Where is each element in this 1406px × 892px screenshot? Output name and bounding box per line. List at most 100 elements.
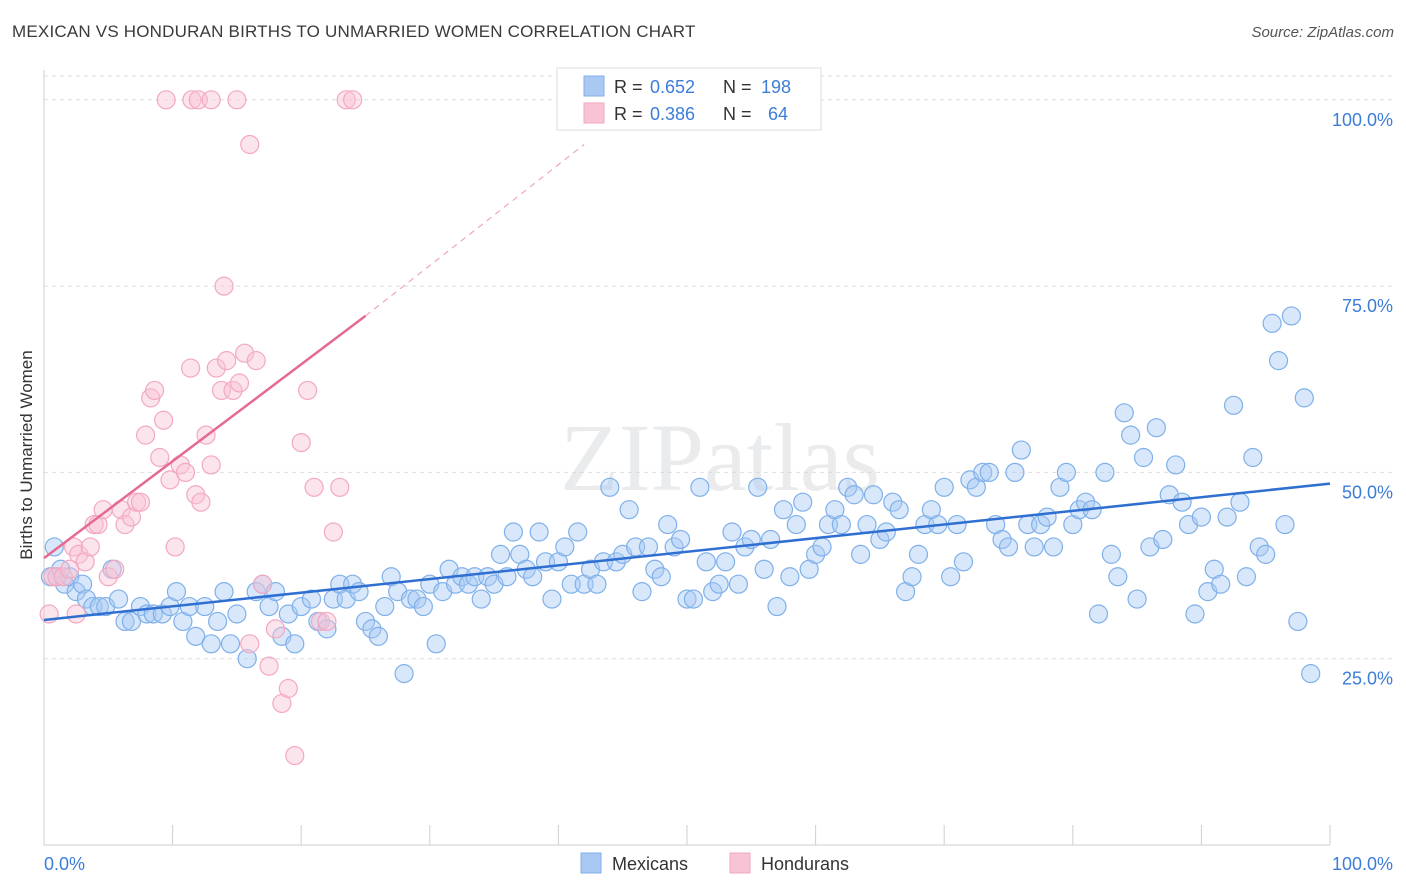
point-mexicans (523, 567, 543, 587)
point-hondurans (223, 380, 243, 401)
point-mexicans (503, 522, 523, 542)
point-mexicans (362, 619, 382, 639)
legend-swatch-hondurans (583, 102, 605, 124)
point-mexicans (542, 589, 562, 609)
point-mexicans (844, 485, 864, 505)
point-mexicans (1217, 507, 1237, 527)
point-mexicans (619, 500, 639, 520)
point-mexicans (220, 634, 241, 654)
point-hondurans (343, 90, 363, 110)
point-hondurans (253, 574, 273, 594)
point-hondurans (240, 134, 260, 155)
legend-r-label-2: R = (614, 104, 643, 124)
point-mexicans (1127, 589, 1147, 609)
point-hondurans (246, 351, 266, 371)
point-hondurans (80, 537, 100, 557)
point-hondurans (217, 351, 237, 371)
x-tick-label-min: 0.0% (44, 854, 85, 874)
y-tick-label: 50.0% (1342, 482, 1393, 502)
point-mexicans (638, 537, 659, 557)
point-mexicans (285, 634, 305, 654)
point-mexicans (208, 611, 228, 632)
point-mexicans (1101, 544, 1121, 564)
point-mexicans (1236, 567, 1257, 587)
point-mexicans (908, 544, 929, 564)
point-mexicans (812, 537, 832, 557)
point-mexicans (407, 589, 427, 609)
point-mexicans (1191, 507, 1212, 527)
point-mexicans (108, 589, 129, 609)
trend-lines (43, 144, 1331, 622)
point-mexicans (1146, 418, 1166, 438)
point-mexicans (1005, 462, 1025, 483)
point-mexicans (1172, 492, 1192, 512)
legend-r-value-1: 0.652 (650, 77, 695, 97)
x-tick-label-max: 100.0% (1332, 854, 1393, 874)
point-hondurans (121, 507, 142, 527)
point-hondurans (240, 634, 260, 654)
watermark: ZIPatlas (560, 404, 880, 511)
point-mexicans (394, 664, 414, 684)
point-mexicans (195, 596, 215, 617)
point-hondurans (135, 425, 156, 445)
point-mexicans (1043, 537, 1064, 557)
bottom-legend-hondurans: Hondurans (761, 854, 849, 874)
point-hondurans (130, 492, 151, 512)
y-axis-label: Births to Unmarried Women (17, 350, 36, 559)
point-mexicans (863, 485, 884, 505)
point-mexicans (1121, 425, 1141, 445)
point-hondurans (60, 559, 80, 579)
point-mexicans (793, 492, 813, 512)
point-mexicans (555, 537, 575, 557)
point-mexicans (1133, 447, 1154, 468)
point-hondurans (156, 90, 176, 110)
point-mexicans (568, 522, 588, 542)
legend-r-value-2: 0.386 (650, 104, 695, 124)
point-hondurans (310, 611, 331, 632)
point-mexicans (1166, 455, 1186, 475)
point-hondurans (160, 470, 180, 490)
point-hondurans (175, 462, 196, 483)
tick-labels: 25.0% 50.0% 75.0% 100.0% 0.0% 100.0% (44, 110, 1393, 874)
point-hondurans (182, 90, 202, 110)
point-mexicans (152, 604, 172, 624)
point-mexicans (214, 582, 234, 602)
point-mexicans (1011, 440, 1031, 460)
point-hondurans (201, 90, 221, 110)
series-mexicans (40, 306, 1321, 684)
point-mexicans (587, 574, 607, 594)
bottom-legend-swatch-hondurans (729, 852, 751, 874)
point-hondurans (115, 514, 135, 535)
point-mexicans (1088, 604, 1109, 624)
point-hondurans (214, 276, 234, 296)
point-mexicans (838, 477, 858, 497)
point-mexicans (1249, 537, 1269, 557)
point-mexicans (645, 559, 665, 579)
point-mexicans (529, 522, 549, 542)
legend-n-label-2: N = (723, 104, 752, 124)
point-hondurans (298, 380, 318, 401)
point-mexicans (166, 582, 187, 602)
y-tick-label: 100.0% (1332, 110, 1393, 130)
point-hondurans (75, 552, 95, 572)
point-hondurans (181, 358, 201, 378)
point-mexicans (1243, 447, 1263, 468)
point-mexicans (1095, 462, 1115, 483)
point-mexicans (703, 582, 723, 602)
bottom-legend-swatch-mexicans (580, 852, 602, 874)
point-hondurans (227, 90, 247, 110)
point-mexicans (851, 544, 871, 564)
point-mexicans (291, 596, 311, 617)
point-hondurans (69, 544, 89, 564)
point-mexicans (413, 596, 433, 617)
point-mexicans (89, 596, 109, 617)
point-mexicans (1275, 514, 1295, 535)
point-mexicans (805, 544, 826, 564)
point-mexicans (998, 537, 1019, 557)
bottom-legend: Mexicans Hondurans (580, 852, 849, 874)
point-mexicans (1211, 574, 1231, 594)
point-hondurans (144, 380, 165, 401)
point-mexicans (1076, 492, 1096, 512)
point-mexicans (1288, 611, 1308, 632)
point-mexicans (748, 477, 768, 497)
